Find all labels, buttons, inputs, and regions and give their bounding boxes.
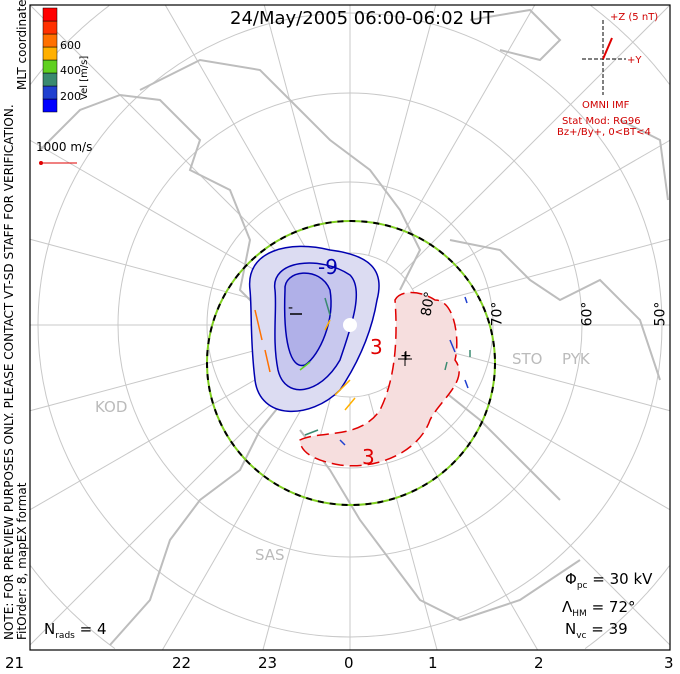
mlt-meridian — [412, 360, 671, 511]
mlt-meridian — [164, 4, 315, 263]
mlt-label: 22 — [172, 654, 192, 672]
colorbar-swatch — [42, 33, 58, 48]
mlt-label: 2 — [534, 654, 544, 672]
latitude-label: 70° — [489, 301, 506, 327]
mlt-meridian — [29, 343, 281, 412]
scale-vector — [39, 161, 77, 165]
stat-lambda-hm: ΛHM = 72° — [562, 598, 636, 619]
stat-phi-pc: Φpc = 30 kV — [565, 570, 653, 591]
colorbar-swatch — [42, 98, 58, 113]
imf-dial — [582, 20, 626, 95]
colorbar-swatch — [42, 85, 58, 100]
imf-condition: Bz+/By+, 0<BT<4 — [557, 127, 651, 138]
mlt-meridian — [385, 4, 536, 263]
colorbar-tick: 400 — [60, 64, 81, 77]
potential-extrema — [398, 352, 412, 366]
latitude-circle — [30, 5, 670, 649]
preview-note: NOTE: FOR PREVIEW PURPOSES ONLY. PLEASE … — [2, 104, 29, 640]
colorbar-tick: 600 — [60, 39, 81, 52]
velocity-colorbar — [42, 7, 58, 113]
stat-n-vc: Nvc = 39 — [565, 620, 628, 641]
mlt-meridian — [29, 360, 288, 511]
latitude-label: 50° — [652, 301, 669, 327]
station-label: PYK — [562, 350, 590, 368]
station-label: SAS — [255, 546, 285, 564]
coastlines — [39, 8, 669, 646]
mlt-meridian — [263, 4, 332, 256]
colorbar-tick: 200 — [60, 90, 81, 103]
contour-label: + — [400, 348, 412, 364]
imf-source: OMNI IMF — [582, 100, 630, 111]
colorbar-swatch — [42, 20, 58, 35]
contour-label: -9 — [318, 255, 338, 279]
mlt-meridian — [262, 394, 332, 651]
colorbar-swatch — [42, 7, 58, 22]
plot-frame — [29, 4, 671, 651]
map-title: 24/May/2005 06:00-06:02 UT — [230, 8, 494, 29]
velocity-vectors — [254, 296, 471, 446]
mlt-meridian — [400, 375, 671, 646]
mlt-label: 0 — [344, 654, 354, 672]
contour-label: 3 — [370, 335, 383, 359]
mlt-meridian — [161, 387, 315, 651]
contour-label: 3 — [362, 445, 375, 469]
imf-z-label: +Z (5 nT) — [610, 12, 659, 23]
scale-vector-label: 1000 m/s — [36, 140, 93, 154]
mlt-label: 23 — [258, 654, 278, 672]
contour-label: - — [288, 300, 294, 316]
imf-model: Stat Mod: RG96 — [562, 116, 641, 127]
mlt-meridian — [412, 139, 671, 290]
station-label: STO — [512, 350, 543, 368]
colorbar-swatch — [42, 72, 58, 87]
mlt-meridian — [400, 4, 671, 275]
mlt-meridian — [29, 375, 300, 646]
colorbar-swatch — [42, 46, 58, 61]
mlt-label: 3 — [664, 654, 674, 672]
latitude-label: 60° — [579, 301, 596, 327]
negative-potential-cell — [249, 245, 380, 412]
mlt-label: 1 — [428, 654, 438, 672]
colorbar-swatch — [42, 59, 58, 74]
positive-potential-cell — [299, 291, 460, 467]
mlt-meridian — [419, 238, 671, 307]
coordinates-label: MLT coordinates — [15, 0, 29, 90]
station-label: KOD — [95, 398, 128, 416]
mlt-meridian — [419, 343, 671, 412]
mlt-meridian — [368, 4, 437, 256]
mlt-label: 21 — [5, 654, 25, 672]
stat-n-rads: Nrads = 4 — [44, 620, 107, 641]
imf-y-label: +Y — [627, 55, 642, 66]
mlt-meridian — [29, 238, 281, 307]
mlt-meridian — [29, 4, 300, 275]
